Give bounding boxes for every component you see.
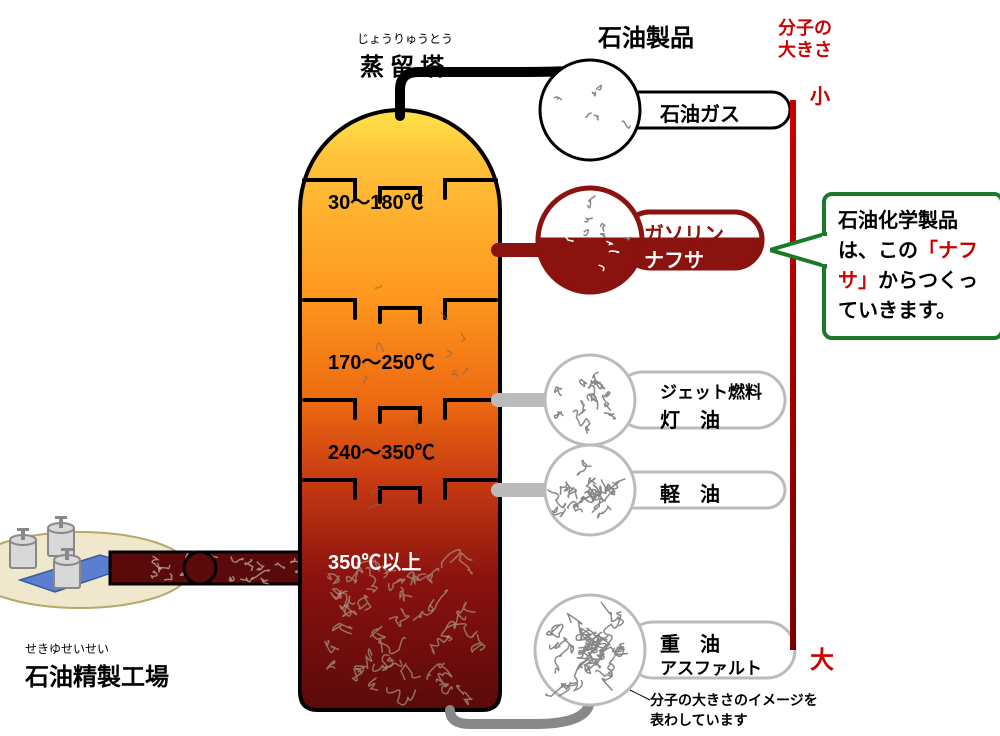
refinery-caption: せきゆせいせい 石油精製工場 — [25, 640, 169, 692]
diagram-svg — [0, 0, 1000, 736]
product-label-naphtha-1: ナフサ — [644, 244, 704, 273]
product-label-jet-1: 灯 油 — [660, 404, 720, 433]
product-label-naphtha-0: ガソリン — [644, 218, 724, 247]
refinery-title: 石油精製工場 — [25, 657, 169, 692]
product-label-gas-0: 石油ガス — [660, 98, 740, 127]
tower-title-block: じょうりゅうとう 蒸留塔 — [335, 30, 475, 82]
temp-label: 30～180℃ — [328, 186, 424, 215]
scale-title: 分子の 大きさ — [778, 18, 832, 61]
product-label-diesel-0: 軽 油 — [660, 478, 720, 507]
molecule-size-scale — [790, 100, 796, 650]
scale-large-label: 大 — [810, 640, 834, 675]
temp-label: 240～350℃ — [328, 436, 435, 465]
product-label-heavy-0: 重 油 — [660, 628, 720, 657]
tower-furigana: じょうりゅうとう — [335, 30, 475, 47]
product-label-heavy-1: アスファルト — [660, 654, 762, 679]
input-pipe — [110, 551, 310, 584]
refinery-furigana: せきゆせいせい — [25, 640, 169, 657]
molecule-footnote: 分子の大きさのイメージを 表わしています — [650, 690, 818, 730]
temp-label: 350℃以上 — [328, 546, 421, 575]
scale-small-label: 小 — [810, 80, 830, 109]
callout-pointer-icon — [770, 232, 830, 272]
products-title: 石油製品 — [598, 18, 694, 53]
product-label-jet-0: ジェット燃料 — [660, 378, 762, 403]
temp-label: 170～250℃ — [328, 346, 435, 375]
tower-title: 蒸留塔 — [335, 47, 475, 82]
naphtha-callout: 石油化学製品は、この「ナフサ」からつくっていきます。 — [822, 192, 1000, 340]
